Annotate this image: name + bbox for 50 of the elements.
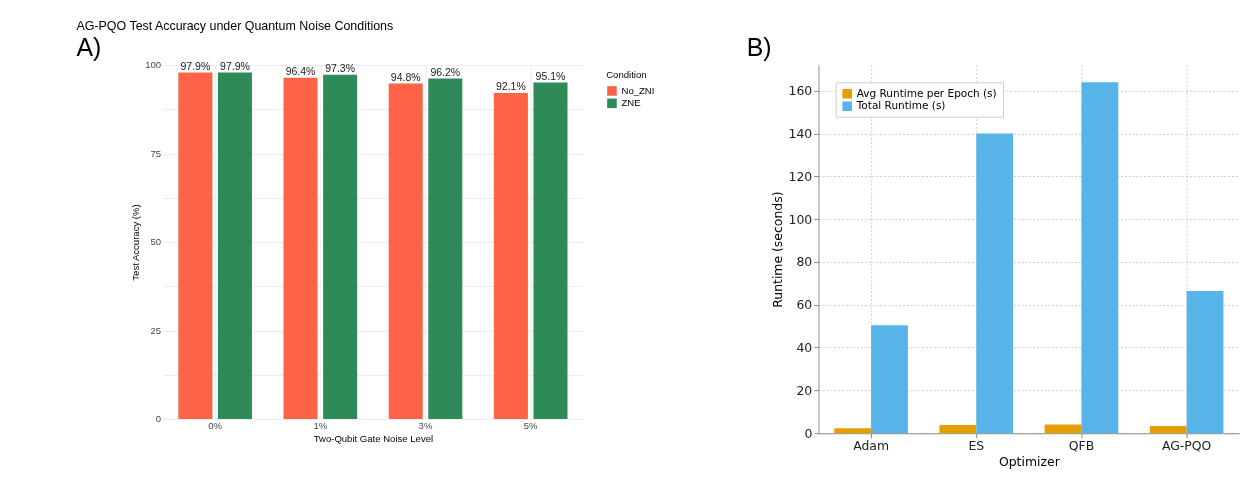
x-axis-title: Optimizer (998, 454, 1061, 470)
x-tick-label: QFB (1068, 437, 1095, 453)
data-label: 92.1% (496, 80, 526, 93)
x-tick-label: AG-PQO (1161, 437, 1212, 453)
y-tick-label: 100 (788, 211, 813, 227)
bar (939, 425, 977, 434)
y-tick-label: 40 (796, 339, 813, 355)
y-tick-label: 160 (788, 83, 813, 99)
data-label: 97.9% (180, 59, 211, 72)
y-tick-label: 60 (796, 297, 813, 313)
bar (834, 428, 872, 434)
y-axis-title: Test Accuracy (%) (130, 204, 142, 281)
bar (976, 133, 1014, 434)
x-tick-label: ES (968, 437, 985, 453)
x-tick-label: Adam (853, 437, 890, 453)
bar (1081, 82, 1119, 434)
bar (1149, 425, 1187, 434)
y-tick-label: 100 (145, 59, 162, 71)
data-label: 97.9% (220, 59, 250, 72)
legend-label: ZNE (621, 97, 641, 109)
y-tick-label: 0 (804, 425, 813, 441)
bar (871, 325, 908, 434)
data-label: 96.4% (285, 64, 316, 77)
x-axis-title: Two-Qubit Gate Noise Level (313, 433, 434, 445)
y-tick-label: 120 (788, 168, 813, 184)
x-tick-label: 3% (418, 419, 433, 431)
data-label: 97.3% (325, 61, 356, 74)
y-tick-label: 140 (788, 125, 813, 141)
bar (1186, 290, 1224, 434)
legend-label: Avg Runtime per Epoch (s) (856, 86, 997, 99)
x-tick-label: 0% (208, 419, 223, 431)
y-axis-title: Runtime (seconds) (769, 191, 785, 308)
y-tick-label: 75 (150, 147, 162, 159)
legend-label: No_ZNI (621, 84, 655, 96)
text: A) (76, 33, 102, 62)
bar (1044, 424, 1082, 434)
data-label: 96.2% (430, 65, 461, 78)
x-tick-label: 5% (523, 419, 539, 431)
text: B) (746, 33, 772, 62)
y-tick-label: 50 (150, 236, 162, 248)
legend-label: Total Runtime (s) (855, 99, 946, 112)
y-tick-label: 0 (155, 413, 162, 425)
y-tick-label: 20 (796, 382, 813, 398)
legend-title: Condition (606, 69, 647, 81)
x-tick-label: 1% (313, 419, 328, 431)
data-label: 94.8% (390, 70, 421, 83)
chart-title: AG-PQO Test Accuracy under Quantum Noise Conditions (76, 18, 394, 33)
y-tick-label: 25 (150, 324, 162, 336)
data-label: 95.1% (535, 69, 566, 82)
y-tick-label: 80 (796, 254, 813, 270)
